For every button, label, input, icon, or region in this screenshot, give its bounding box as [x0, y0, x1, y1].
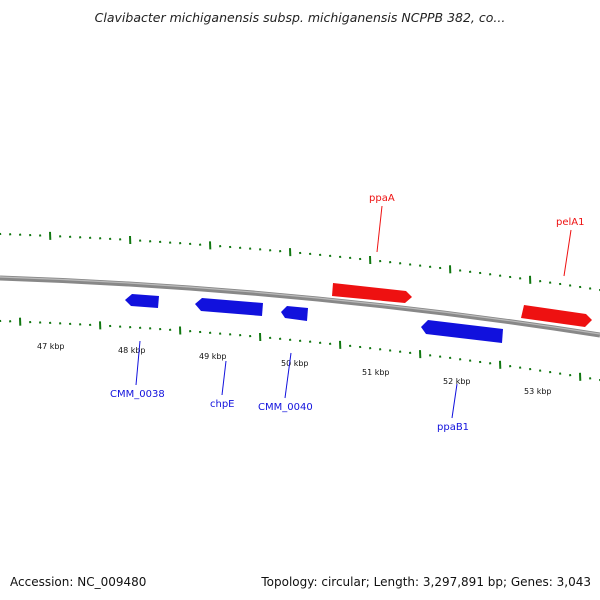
label-leader — [284, 352, 292, 399]
gene-ppaA[interactable] — [332, 283, 412, 303]
label-leader — [563, 229, 572, 277]
gene-label-ppaB1[interactable]: ppaB1 — [437, 422, 469, 433]
gene-cmm-0040[interactable] — [281, 306, 308, 321]
gene-chpE[interactable] — [195, 298, 263, 316]
label-leader — [451, 383, 458, 419]
scale-label: 49 kbp — [199, 352, 227, 361]
scale-label: 52 kbp — [443, 377, 471, 386]
summary-text: Topology: circular; Length: 3,297,891 bp… — [261, 575, 591, 589]
accession-text: Accession: NC_009480 — [10, 575, 147, 589]
scale-label: 53 kbp — [524, 387, 552, 396]
label-leader — [135, 340, 141, 386]
gene-label-cmm-0038[interactable]: CMM_0038 — [110, 389, 165, 400]
gene-label-pelA1[interactable]: pelA1 — [556, 217, 584, 228]
gene-label-ppaA[interactable]: ppaA — [369, 193, 395, 204]
scale-label: 50 kbp — [281, 359, 309, 368]
forward-tick-ring — [0, 231, 600, 292]
gene-cmm-0038[interactable] — [125, 294, 159, 308]
genome-backbone — [0, 275, 600, 338]
gene-label-cmm-0040[interactable]: CMM_0040 — [258, 402, 313, 413]
reverse-tick-ring — [0, 317, 600, 382]
scale-label: 51 kbp — [362, 368, 390, 377]
label-leader — [376, 205, 383, 253]
genome-backbone-highlight — [0, 276, 600, 335]
scale-label: 47 kbp — [37, 342, 65, 351]
gene-pelA1[interactable] — [521, 305, 592, 327]
label-leader — [221, 360, 227, 396]
map-title: Clavibacter michiganensis subsp. michiga… — [94, 10, 506, 25]
scale-label: 48 kbp — [118, 346, 146, 355]
gene-ppaB1[interactable] — [421, 320, 503, 343]
gene-label-chpE[interactable]: chpE — [210, 399, 235, 410]
